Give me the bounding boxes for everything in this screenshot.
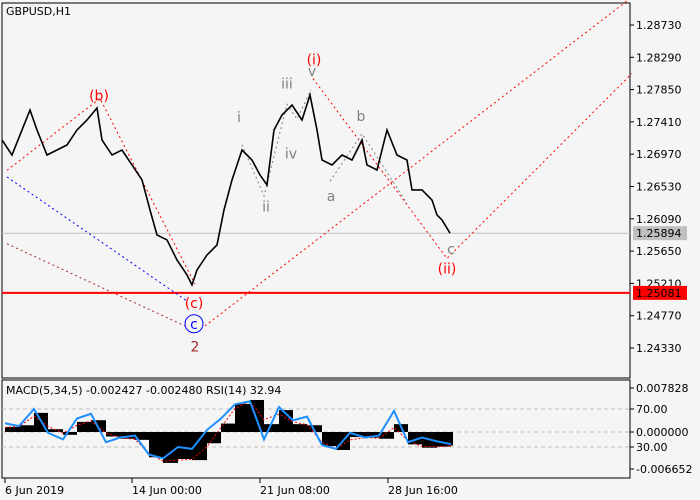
wave-label: (c) bbox=[185, 296, 204, 312]
indicator-tick-label: 70.00 bbox=[636, 403, 668, 416]
wave-label: (i) bbox=[307, 53, 322, 69]
macd-bar bbox=[235, 403, 250, 432]
wave-label: iv bbox=[285, 146, 297, 162]
price-line bbox=[1, 91, 451, 288]
macd-bar bbox=[149, 432, 163, 458]
macd-bar bbox=[264, 424, 279, 432]
macd-bar bbox=[77, 421, 91, 432]
time-tick-label: 28 Jun 16:00 bbox=[388, 484, 458, 497]
wave-label: 2 bbox=[191, 340, 200, 356]
wave-label: i bbox=[237, 110, 241, 126]
indicator-tick-label: -0.006652 bbox=[636, 463, 692, 476]
main-plot-frame bbox=[1, 2, 631, 379]
macd-signal-line bbox=[4, 400, 452, 462]
indicator-tick-label: 0.000000 bbox=[636, 426, 689, 439]
price-tick-label: 1.26530 bbox=[636, 181, 682, 194]
macd-bar bbox=[365, 432, 379, 438]
macd-bar bbox=[5, 426, 19, 432]
macd-bar bbox=[163, 432, 178, 463]
macd-bar bbox=[451, 432, 453, 446]
price-tick-label: 1.28290 bbox=[636, 51, 682, 64]
wave-label: (b) bbox=[89, 88, 109, 104]
macd-bar bbox=[250, 399, 264, 432]
wave-line bbox=[241, 89, 312, 198]
macd-bar bbox=[221, 423, 235, 432]
wave-label-circle bbox=[184, 314, 204, 334]
time-tick-label: 14 Jun 00:00 bbox=[132, 484, 202, 497]
wave-label: v bbox=[308, 64, 316, 80]
time-tick-label: 21 Jun 08:00 bbox=[260, 484, 330, 497]
price-tick-label: 1.26090 bbox=[636, 213, 682, 226]
wave-label: iii bbox=[281, 77, 293, 93]
wave-line bbox=[6, 176, 188, 302]
time-tick-label: 6 Jun 2019 bbox=[5, 484, 64, 497]
current-price-tag-label: 1.25894 bbox=[636, 227, 682, 240]
current-price-tag bbox=[633, 226, 687, 241]
macd-bar bbox=[192, 432, 207, 461]
wave-label: ii bbox=[262, 199, 270, 215]
level-price-tag-label: 1.25081 bbox=[636, 287, 682, 300]
macd-bar bbox=[120, 432, 135, 439]
macd-bar bbox=[379, 432, 394, 439]
price-tick-label: 1.24770 bbox=[636, 310, 682, 323]
wave-label: a bbox=[327, 189, 336, 205]
macd-bar bbox=[322, 432, 336, 447]
indicator-tick-label: 0.007828 bbox=[636, 382, 689, 395]
macd-bar bbox=[63, 432, 77, 435]
wave-label: c bbox=[190, 317, 198, 333]
level-price-tag bbox=[633, 285, 687, 300]
indicator-title: MACD(5,34,5) -0.002427 -0.002480 RSI(14)… bbox=[6, 384, 281, 397]
price-tick-label: 1.24330 bbox=[636, 342, 682, 355]
chart-title: GBPUSD,H1 bbox=[6, 5, 71, 18]
macd-bar bbox=[293, 424, 307, 432]
macd-bar bbox=[19, 425, 34, 432]
macd-bar bbox=[106, 432, 120, 437]
price-tick-label: 1.26970 bbox=[636, 148, 682, 161]
price-tick-label: 1.27410 bbox=[636, 116, 682, 129]
macd-bar bbox=[178, 432, 192, 459]
rsi-line bbox=[4, 400, 452, 460]
price-tick-label: 1.27850 bbox=[636, 84, 682, 97]
macd-bar bbox=[48, 429, 63, 432]
macd-bar bbox=[307, 425, 322, 432]
indicator-tick-label: 30.00 bbox=[636, 441, 668, 454]
price-tick-label: 1.28730 bbox=[636, 19, 682, 32]
wave-label: (ii) bbox=[438, 262, 457, 278]
macd-bar bbox=[135, 432, 149, 440]
wave-label: c bbox=[447, 242, 455, 258]
wave-line bbox=[6, 97, 196, 285]
price-tick-label: 1.25650 bbox=[636, 245, 682, 258]
wave-label: b bbox=[357, 109, 366, 125]
